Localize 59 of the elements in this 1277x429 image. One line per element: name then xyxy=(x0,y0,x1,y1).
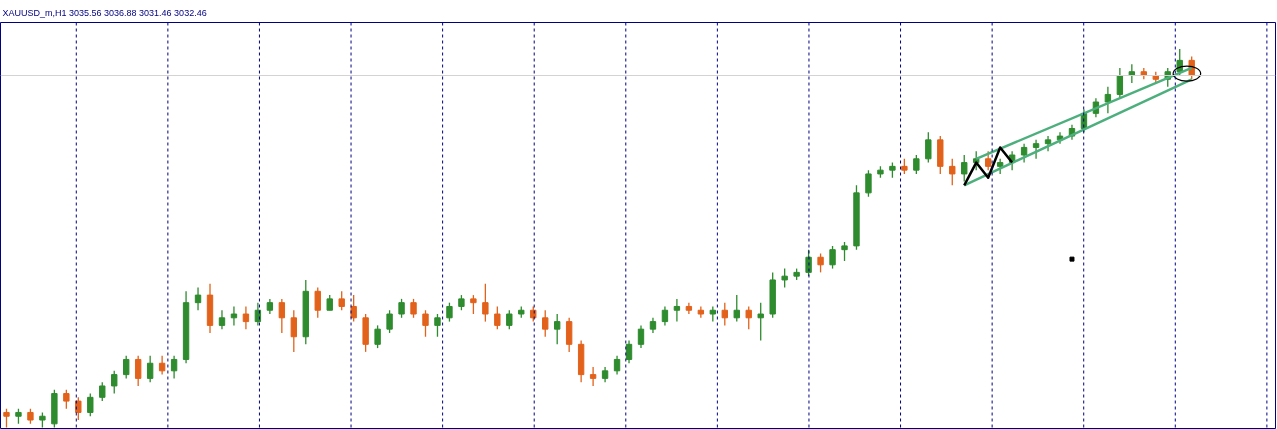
candlestick xyxy=(482,283,489,323)
candlestick xyxy=(123,355,130,380)
candlestick xyxy=(961,154,968,183)
candlestick xyxy=(75,396,82,421)
candlestick xyxy=(111,370,118,395)
candlestick xyxy=(350,294,357,323)
candlestick xyxy=(1020,143,1028,164)
candlestick xyxy=(422,309,429,338)
candlestick xyxy=(925,131,932,164)
chart-title: XAUUSD_m,H1 3035.56 3036.88 3031.46 3032.46 xyxy=(2,7,207,18)
candlestick xyxy=(434,313,441,338)
candlestick xyxy=(817,252,824,274)
candlestick xyxy=(554,313,561,345)
candlestick xyxy=(781,267,788,289)
candlestick xyxy=(170,355,178,380)
candlestick xyxy=(242,305,250,330)
candlestick xyxy=(386,309,393,334)
candlestick xyxy=(338,290,345,311)
candlestick xyxy=(314,286,321,319)
candlestick xyxy=(3,408,10,429)
candlestick xyxy=(194,286,202,311)
candlestick xyxy=(87,392,94,417)
candlestick xyxy=(134,355,142,387)
candlestick xyxy=(506,309,513,330)
candlestick xyxy=(565,317,573,353)
candlestick xyxy=(697,305,705,319)
candlestick xyxy=(1116,67,1124,99)
candlestick xyxy=(63,389,70,410)
candlestick xyxy=(637,324,645,349)
candlestick xyxy=(99,381,106,402)
candlestick xyxy=(745,305,752,330)
candlestick xyxy=(865,169,872,198)
candlestick xyxy=(398,298,405,319)
candlestick xyxy=(613,355,621,376)
candlestick xyxy=(625,339,633,364)
candlestick xyxy=(494,305,501,330)
candlestick xyxy=(1176,48,1183,77)
candlestick xyxy=(1032,139,1040,160)
candlestick xyxy=(721,302,728,327)
candlestick xyxy=(589,366,597,387)
candlestick xyxy=(673,298,681,323)
candlestick xyxy=(841,241,848,262)
candlestick xyxy=(829,245,836,270)
candlestick xyxy=(278,298,286,334)
candlestick xyxy=(374,324,381,349)
candlestick xyxy=(218,309,226,330)
candlestick xyxy=(446,302,453,323)
candlestick xyxy=(146,355,154,383)
candlestick xyxy=(470,294,477,315)
candlestick xyxy=(542,309,549,338)
candlestick xyxy=(290,309,297,353)
candlestick xyxy=(913,154,920,175)
candlestick xyxy=(661,305,669,327)
candlestick xyxy=(733,294,740,323)
candlestick xyxy=(410,298,417,319)
candlestick xyxy=(984,150,992,171)
candlestick xyxy=(757,302,764,342)
candlestick xyxy=(230,305,238,327)
candlestick xyxy=(949,158,956,186)
